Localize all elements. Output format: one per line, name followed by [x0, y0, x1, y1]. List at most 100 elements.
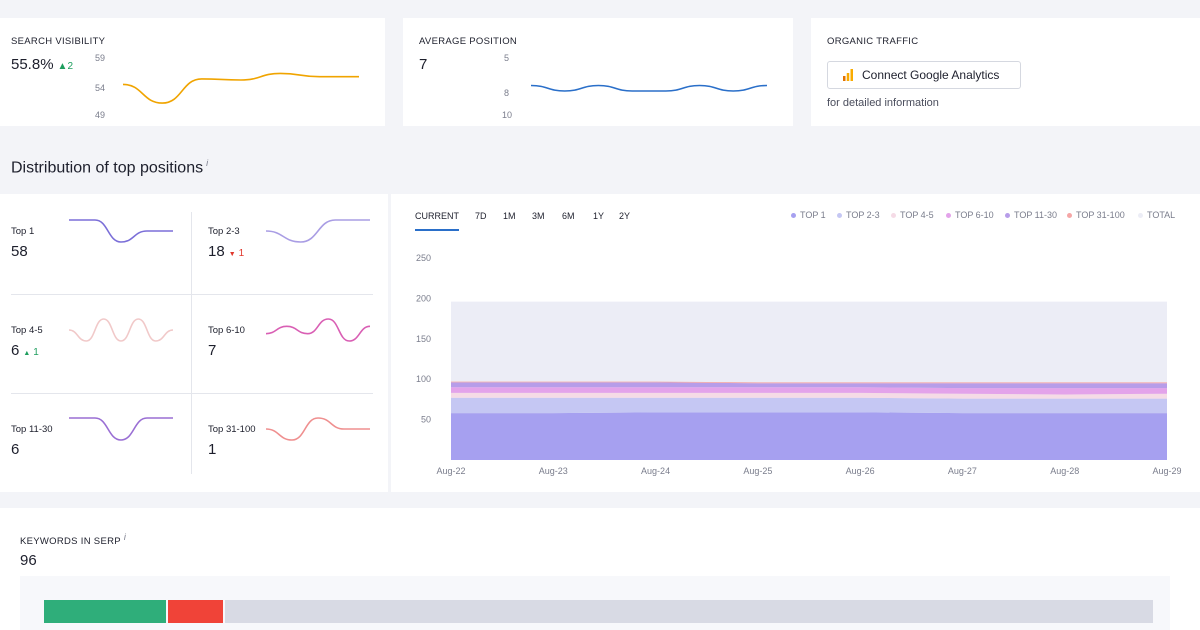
- tile-sparkline: [265, 318, 371, 342]
- chart-x-tick: Aug-24: [641, 466, 670, 476]
- sv-axis-tick-mid: 54: [95, 83, 106, 93]
- legend-item[interactable]: TOP 31-100: [1067, 210, 1125, 220]
- area-series-top-2-3[interactable]: [451, 397, 1167, 414]
- tile-trend-line: [265, 417, 370, 441]
- chart-x-tick: Aug-27: [948, 466, 977, 476]
- distribution-title-text: Distribution of top positions: [11, 159, 204, 177]
- tile-sparkline: [265, 417, 370, 441]
- info-icon[interactable]: i: [206, 158, 209, 168]
- legend-label: TOTAL: [1147, 210, 1176, 220]
- legend-dot-icon: [837, 212, 842, 218]
- legend-item[interactable]: TOP 1: [791, 210, 826, 220]
- search-visibility-delta: ▲2: [58, 61, 73, 72]
- search-visibility-title: SEARCH VISIBILITY: [11, 36, 106, 47]
- tile-label: Top 1: [11, 226, 35, 237]
- legend-item[interactable]: TOTAL: [1138, 210, 1175, 220]
- tile-trend-line: [68, 417, 173, 441]
- tile-label: Top 2-3: [208, 226, 240, 237]
- ap-axis-tick-mid: 8: [504, 88, 510, 98]
- legend-dot-icon: [791, 212, 796, 218]
- tile-value: 6 ▲ 1: [11, 342, 39, 359]
- legend-item[interactable]: TOP 6-10: [946, 210, 994, 220]
- tile-value-number: 58: [11, 243, 28, 260]
- tiles-divider-2: [11, 393, 373, 394]
- tile-value-number: 7: [208, 342, 217, 359]
- average-position-title: AVERAGE POSITION: [419, 36, 518, 47]
- area-series-top-4-5[interactable]: [451, 392, 1167, 399]
- triangle-up-icon: ▲: [23, 350, 31, 357]
- chart-y-tick: 50: [421, 415, 431, 425]
- tile-label: Top 6-10: [208, 325, 245, 336]
- connect-google-analytics-label: Connect Google Analytics: [862, 68, 1000, 82]
- chart-y-tick: 100: [416, 374, 431, 384]
- organic-traffic-title: ORGANIC TRAFFIC: [827, 36, 919, 47]
- keywords-value: 96: [20, 552, 37, 569]
- area-series-top-1[interactable]: [451, 412, 1167, 460]
- legend-label: TOP 2-3: [846, 210, 880, 220]
- tile-trend-line: [265, 318, 371, 342]
- tile-trend-line: [68, 219, 173, 243]
- area-series-top-11-30[interactable]: [451, 382, 1167, 389]
- legend-dot-icon: [1005, 212, 1010, 218]
- tiles-divider-1: [11, 294, 373, 295]
- tile-sparkline: [68, 318, 174, 342]
- organic-traffic-subtext: for detailed information: [827, 97, 939, 109]
- legend-item[interactable]: TOP 11-30: [1005, 210, 1057, 220]
- tiles-vertical-divider: [191, 212, 192, 474]
- average-position-value: 7: [419, 56, 428, 73]
- legend-item[interactable]: TOP 4-5: [891, 210, 934, 220]
- search-visibility-delta-value: 2: [67, 61, 74, 72]
- keywords-info-icon[interactable]: i: [123, 532, 127, 542]
- tile-trend-line: [265, 219, 370, 243]
- tile-sparkline: [68, 219, 173, 243]
- tile-value: 58: [11, 243, 28, 260]
- legend-item[interactable]: TOP 2-3: [837, 210, 880, 220]
- keywords-title: KEYWORDS IN SERP i: [20, 532, 126, 547]
- search-visibility-value: 55.8% ▲2: [11, 56, 73, 73]
- search-visibility-card: SEARCH VISIBILITY 55.8% ▲2 59 54 49: [0, 18, 385, 126]
- legend-dot-icon: [1138, 212, 1143, 218]
- legend-dot-icon: [1067, 212, 1072, 218]
- search-visibility-trend-line: [122, 72, 359, 104]
- tile-sparkline: [265, 219, 370, 243]
- legend-label: TOP 11-30: [1014, 210, 1058, 220]
- range-tab-6m[interactable]: 6M: [562, 211, 575, 221]
- organic-traffic-card: ORGANIC TRAFFIC Connect Google Analytics…: [811, 18, 1200, 126]
- tile-delta: ▼ 1: [229, 248, 245, 259]
- tile-value: 18 ▼ 1: [208, 243, 244, 260]
- legend-label: TOP 1: [800, 210, 826, 220]
- keywords-bar-segment-rest[interactable]: [224, 600, 1153, 623]
- tile-label: Top 4-5: [11, 325, 43, 336]
- area-series-top-6-10[interactable]: [451, 387, 1167, 395]
- chart-x-tick: Aug-25: [743, 466, 772, 476]
- chart-x-tick: Aug-26: [846, 466, 875, 476]
- range-tab-7d[interactable]: 7D: [475, 211, 487, 221]
- range-tab-3m[interactable]: 3M: [532, 211, 545, 221]
- legend-dot-icon: [891, 212, 896, 218]
- chart-y-tick: 200: [416, 293, 431, 303]
- sv-axis-tick-bottom: 49: [95, 110, 106, 120]
- range-tab-1y[interactable]: 1Y: [593, 211, 605, 221]
- top-positions-tiles-card: Top 1 58 Top 2-3 18 ▼ 1 Top 4-5 6 ▲ 1 Top 6-10 7 Top…: [0, 194, 388, 492]
- tile-value-number: 6: [11, 342, 20, 359]
- range-tab-1m[interactable]: 1M: [503, 211, 516, 221]
- range-tab-current[interactable]: CURRENT: [415, 211, 459, 231]
- triangle-down-icon: ▼: [228, 251, 236, 258]
- tile-label: Top 11-30: [11, 424, 53, 435]
- tile-delta-value: 1: [33, 347, 39, 358]
- keywords-bar-segment-red[interactable]: [167, 600, 223, 623]
- keywords-bar-segment-green[interactable]: [44, 600, 166, 623]
- legend-dot-icon: [946, 212, 951, 218]
- triangle-up-icon: ▲: [57, 61, 68, 72]
- tile-value: 1: [208, 441, 216, 458]
- tile-label: Top 31-100: [208, 424, 256, 435]
- area-series-top-31-100[interactable]: [451, 381, 1167, 384]
- tile-trend-line: [68, 318, 174, 342]
- chart-y-tick: 150: [416, 334, 431, 344]
- tile-value-number: 6: [11, 441, 20, 458]
- ap-axis-tick-top: 5: [504, 53, 510, 63]
- tile-delta: ▲ 1: [23, 347, 39, 358]
- connect-google-analytics-button[interactable]: Connect Google Analytics: [827, 61, 1021, 89]
- analytics-icon: [843, 69, 853, 81]
- range-tab-2y[interactable]: 2Y: [619, 211, 631, 221]
